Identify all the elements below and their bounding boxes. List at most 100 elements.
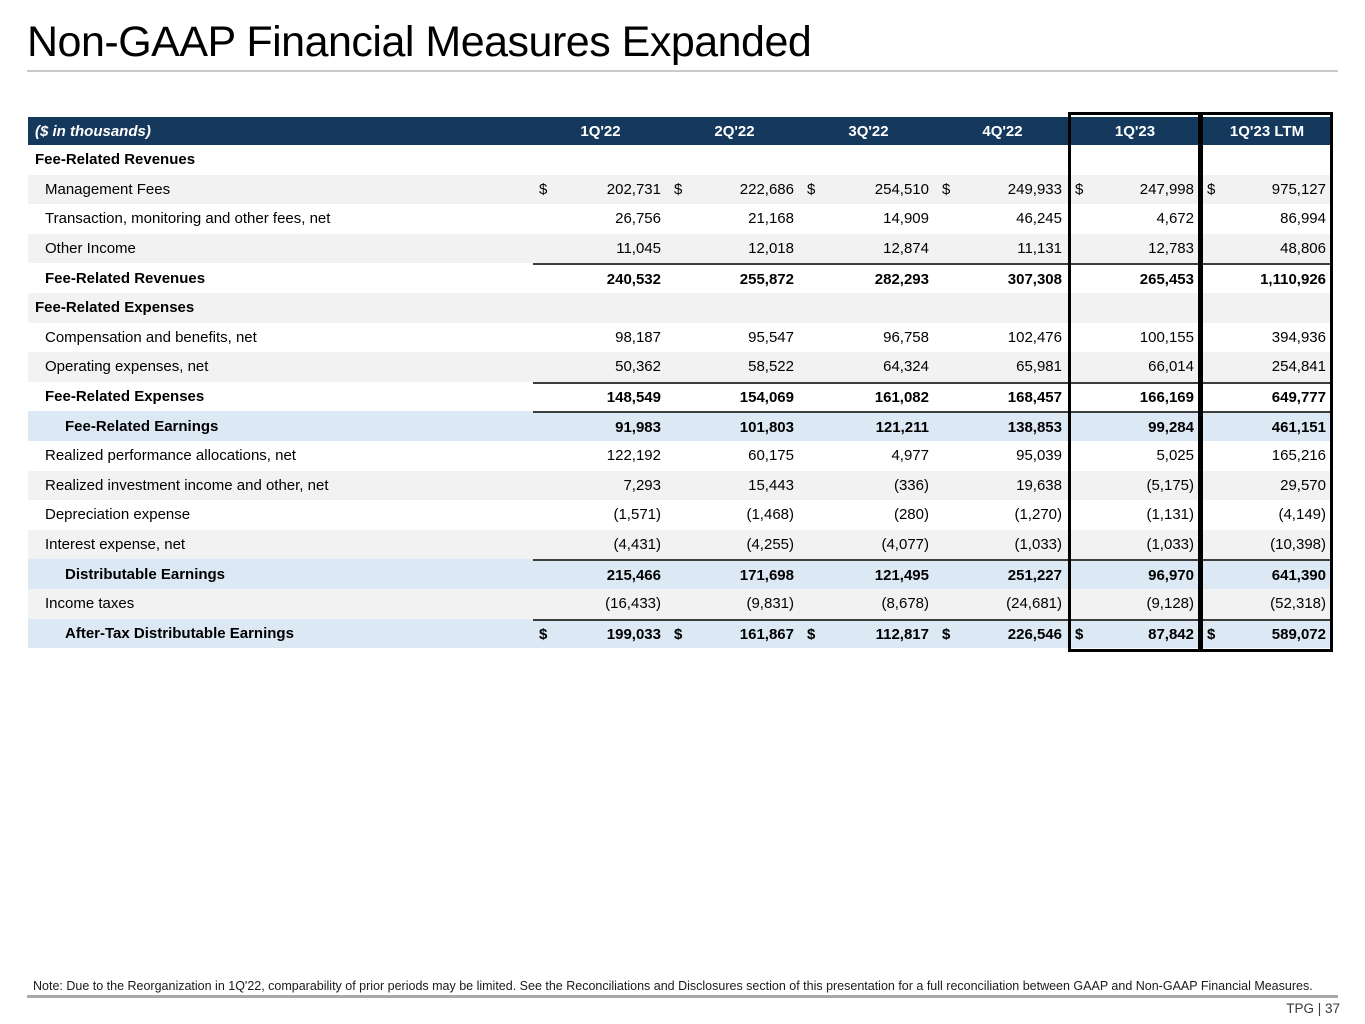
cell-value: 165,216 <box>1271 447 1326 465</box>
cell-value: 12,018 <box>748 240 794 258</box>
value-cell: 12,874 <box>801 234 936 264</box>
row-values: (16,433) (9,831) (8,678) (24,681) (9,128) (52… <box>533 589 1333 619</box>
dollar-sign: $ <box>807 180 816 198</box>
value-cell: 255,872 <box>668 265 801 293</box>
table-row-8: Operating expenses, net 50,362 58,522 64,32… <box>28 352 1333 382</box>
table-row-16: Income taxes (16,433) (9,831) (8,678) (24,68… <box>28 588 1333 619</box>
value-cell: 161,082 <box>801 384 936 412</box>
column-header-6: 1Q'23 LTM <box>1229 122 1305 140</box>
value-cell: (9,831) <box>668 589 801 619</box>
value-cell: $161,867 <box>668 621 801 649</box>
cell-value: 240,532 <box>606 270 661 288</box>
cell-value: 4,977 <box>891 447 929 465</box>
cell-value: 975,127 <box>1271 180 1326 198</box>
cell-value: 171,698 <box>739 566 794 584</box>
cell-value: 58,522 <box>748 358 794 376</box>
cell-value: 96,758 <box>883 328 929 346</box>
value-cell: 98,187 <box>533 323 668 353</box>
cell-value: (4,149) <box>1278 506 1326 524</box>
value-cell: 254,841 <box>1201 352 1333 382</box>
cell-value: 282,293 <box>874 270 929 288</box>
cell-value: 307,308 <box>1007 270 1062 288</box>
cell-value: 166,169 <box>1139 389 1194 407</box>
value-cell: 122,192 <box>533 441 668 471</box>
cell-value: (1,131) <box>1146 506 1194 524</box>
value-cell: 461,151 <box>1201 413 1333 441</box>
page-number: TPG | 37 <box>1286 1001 1340 1016</box>
cell-value: 247,998 <box>1139 180 1194 198</box>
cell-value: (5,175) <box>1146 476 1194 494</box>
cell-value: 215,466 <box>606 566 661 584</box>
footnote: Note: Due to the Reorganization in 1Q'22… <box>33 979 1313 993</box>
cell-value: 11,045 <box>616 240 661 258</box>
value-cell: 15,443 <box>668 471 801 501</box>
dollar-sign: $ <box>539 625 548 643</box>
value-cell: 4,977 <box>801 441 936 471</box>
cell-value: 254,841 <box>1271 358 1326 376</box>
row-label: Fee-Related Revenues <box>35 151 196 169</box>
value-cell: 65,981 <box>936 352 1069 382</box>
value-cell: 19,638 <box>936 471 1069 501</box>
dollar-sign: $ <box>674 180 683 198</box>
dollar-sign: $ <box>1207 180 1216 198</box>
cell-value: 1,110,926 <box>1260 270 1326 288</box>
table-row-12: Realized investment income and other, ne… <box>28 470 1333 501</box>
cell-value: 95,039 <box>1016 447 1062 465</box>
value-cell: $226,546 <box>936 621 1069 649</box>
value-cell: (9,128) <box>1069 589 1201 619</box>
table-row-3: Transaction, monitoring and other fees, … <box>28 204 1333 234</box>
row-label: Transaction, monitoring and other fees, … <box>45 210 331 228</box>
value-cell: 101,803 <box>668 413 801 441</box>
column-header-2: 2Q'22 <box>714 122 755 140</box>
units-label: ($ in thousands) <box>35 122 151 140</box>
value-cell: $222,686 <box>668 175 801 205</box>
cell-value: 202,731 <box>606 180 661 198</box>
cell-value: 265,453 <box>1139 270 1194 288</box>
table-row-13: Depreciation expense (1,571) (1,468) (280)(… <box>28 500 1333 530</box>
value-cell: 26,756 <box>533 204 668 234</box>
cell-value: 249,933 <box>1007 180 1062 198</box>
cell-value: 138,853 <box>1007 418 1062 436</box>
value-cell: (4,431) <box>533 530 668 560</box>
value-cell: 66,014 <box>1069 352 1201 382</box>
row-values: 215,466 171,698 121,495 251,227 96,970 641,39… <box>533 559 1333 589</box>
cell-value: 46,245 <box>1016 210 1062 228</box>
cell-value: (1,468) <box>746 506 794 524</box>
value-cell: 1,110,926 <box>1201 265 1333 293</box>
cell-value: 66,014 <box>1148 358 1194 376</box>
dollar-sign: $ <box>807 625 816 643</box>
value-cell: 91,983 <box>533 413 668 441</box>
value-cell: 165,216 <box>1201 441 1333 471</box>
footer-divider <box>27 995 1338 998</box>
value-cell: 95,547 <box>668 323 801 353</box>
cell-value: 99,284 <box>1148 418 1194 436</box>
cell-value: (336) <box>893 476 929 494</box>
cell-value: 60,175 <box>748 447 794 465</box>
cell-value: (1,033) <box>1014 536 1062 554</box>
row-label: Other Income <box>45 240 136 258</box>
cell-value: 112,817 <box>875 625 929 643</box>
table-row-6: Fee-Related Expenses <box>28 292 1333 323</box>
cell-value: (4,255) <box>746 536 794 554</box>
value-cell: 102,476 <box>936 323 1069 353</box>
value-cell: 154,069 <box>668 384 801 412</box>
row-values: 7,293 15,443 (336) 19,638 (5,175) 29,570 <box>533 471 1333 501</box>
cell-value: 48,806 <box>1280 240 1326 258</box>
row-label: Management Fees <box>45 180 171 198</box>
cell-value: 19,638 <box>1016 476 1062 494</box>
row-label: Realized investment income and other, ne… <box>45 476 329 494</box>
cell-value: 161,867 <box>739 625 794 643</box>
cell-value: 98,187 <box>615 328 661 346</box>
cell-value: 589,072 <box>1271 625 1326 643</box>
row-label: Compensation and benefits, net <box>45 328 257 346</box>
cell-value: 11,131 <box>1017 240 1062 258</box>
value-cell: (52,318) <box>1201 589 1333 619</box>
cell-value: (4,077) <box>881 536 929 554</box>
value-cell: (5,175) <box>1069 471 1201 501</box>
value-cell: (16,433) <box>533 589 668 619</box>
cell-value: 102,476 <box>1007 328 1062 346</box>
cell-value: 148,549 <box>606 389 661 407</box>
cell-value: 121,211 <box>875 418 929 436</box>
value-cell: 14,909 <box>801 204 936 234</box>
value-cell: (4,255) <box>668 530 801 560</box>
